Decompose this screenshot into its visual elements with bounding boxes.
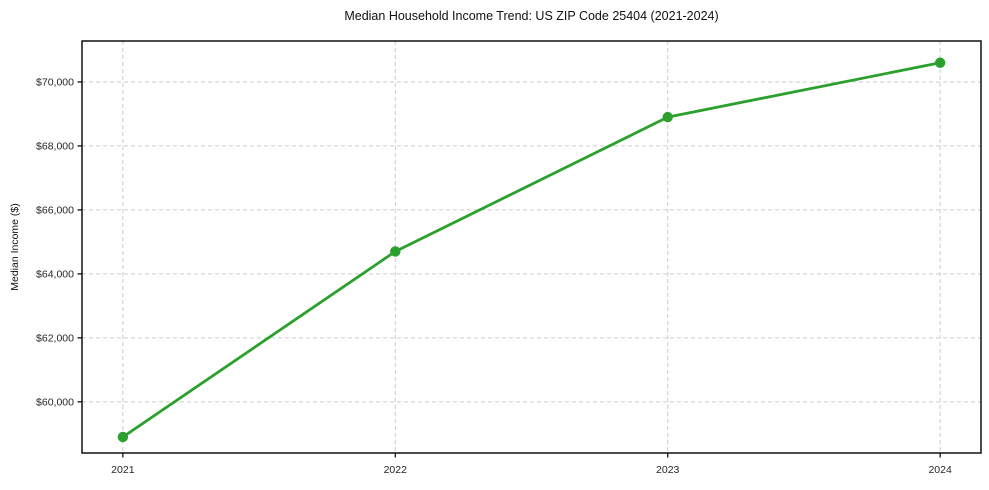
y-tick-label: $66,000 <box>36 204 74 216</box>
trend-line <box>121 61 942 439</box>
x-tick-label: 2022 <box>384 464 408 476</box>
y-tick-label: $68,000 <box>36 140 74 152</box>
x-tick-label: 2023 <box>656 464 680 476</box>
x-tick-label: 2024 <box>928 464 952 476</box>
x-tick-label: 2021 <box>111 464 135 476</box>
data-point-2023 <box>662 111 673 123</box>
y-tick-label: $62,000 <box>36 332 74 344</box>
data-point-2022 <box>390 246 401 257</box>
y-tick-label: $60,000 <box>36 396 74 408</box>
plot-border <box>81 40 982 454</box>
chart-title: Median Household Income Trend: US ZIP Co… <box>344 9 719 23</box>
y-tick-label: $70,000 <box>36 76 74 88</box>
data-point-2024 <box>934 57 946 68</box>
y-tick-label: $64,000 <box>36 268 74 280</box>
data-point-2021 <box>117 431 129 443</box>
